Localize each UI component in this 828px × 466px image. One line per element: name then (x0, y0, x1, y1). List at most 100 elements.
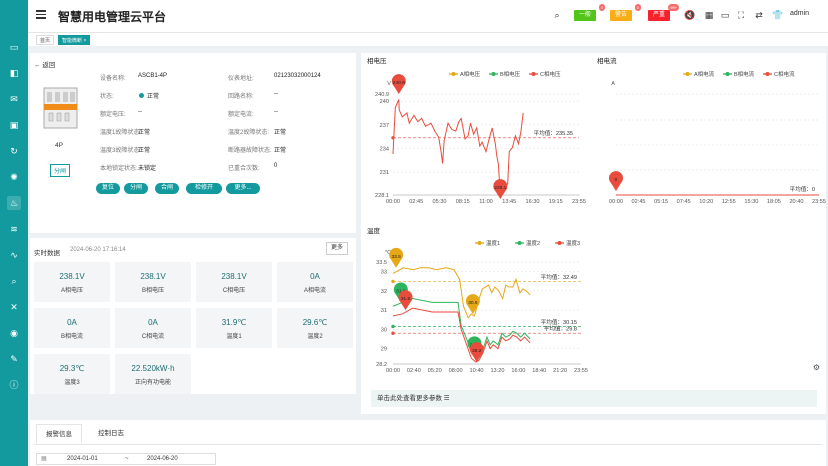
screen-icon[interactable]: ▭ (720, 10, 730, 20)
x-tick-label: 12:55 (722, 199, 736, 205)
tab-control-log[interactable]: 控制日志 (98, 430, 124, 437)
x-tick-label: 19:15 (549, 199, 563, 205)
field-value: ASCB1-4P (138, 73, 168, 79)
field-label: 本地锁定状态: (100, 166, 138, 172)
metric-name: C相电压 (222, 288, 246, 294)
y-tick-label: 237 (380, 123, 389, 129)
field-value: 02123032000124 (274, 73, 321, 79)
field-label: 已重合次数: (228, 166, 260, 172)
user-name[interactable]: admin (790, 10, 810, 17)
metric-name: A相电流 (303, 288, 326, 294)
field-value: -- (274, 91, 278, 97)
x-tick-label: 15:30 (744, 199, 758, 205)
legend-marker (685, 72, 690, 76)
wave-icon[interactable]: ∿ (10, 250, 18, 260)
more-button[interactable]: 更多 (326, 242, 349, 255)
search-icon[interactable]: ⌕ (554, 10, 560, 20)
svg-text:240.9: 240.9 (393, 80, 405, 86)
y-tick-label: 30 (381, 327, 387, 333)
y-tick-label: 33.5 (376, 260, 387, 266)
tab-home[interactable]: 首页 (36, 35, 55, 45)
y-tick-label: 31 (381, 308, 387, 314)
legend-label: B相电压 (500, 70, 521, 78)
avg-label: 平均值：29.8 (544, 325, 577, 333)
fullscreen-icon[interactable]: ⛶ (737, 10, 745, 20)
search-icon[interactable]: ⌕ (11, 276, 17, 286)
x-tick-label: 02:40 (407, 368, 421, 374)
y-unit: A (611, 81, 615, 87)
fire-icon[interactable]: ♨ (7, 196, 21, 210)
date-end[interactable]: 2024-06-20 (147, 456, 178, 462)
x-tick-label: 00:00 (386, 199, 400, 205)
avg-label: 平均值：32.49 (541, 273, 577, 281)
metric-card: 29.3℃ 温度3 (34, 354, 110, 394)
back-link[interactable]: ← 返回 (34, 62, 56, 69)
metric-name: A相电压 (60, 288, 83, 294)
shirt-icon[interactable]: 👕 (772, 10, 784, 20)
bulb-icon[interactable]: ✺ (10, 172, 18, 182)
x-tick-label: 05:15 (654, 199, 668, 205)
device-action-button[interactable]: 检修开 (186, 183, 222, 194)
device-action-button[interactable]: 合闸 (155, 183, 179, 194)
tab-smart-breaker[interactable]: 智能微断 × (58, 35, 91, 45)
x-tick-label: 07:45 (677, 199, 691, 205)
mute-icon[interactable]: 🔇 (684, 10, 696, 20)
x-tick-label: 10:20 (699, 199, 713, 205)
device-action-button[interactable]: 更多... (226, 183, 260, 194)
qrcode-icon[interactable]: ▦ (704, 10, 714, 20)
alert-severe-badge[interactable]: 严重 99+ (648, 4, 680, 21)
field-value: -- (274, 109, 278, 115)
device-action-button[interactable]: 复位 (96, 183, 120, 194)
screen-icon[interactable]: ▣ (9, 120, 19, 130)
x-tick-label: 23:55 (812, 199, 826, 205)
alarm-icon[interactable]: ✉ (10, 94, 18, 104)
x-tick-label: 13:45 (502, 199, 516, 205)
monitor-icon[interactable]: ▭ (9, 42, 19, 52)
alert-general-badge[interactable]: 一般 0 (574, 4, 606, 21)
location-icon[interactable]: ◉ (10, 328, 18, 338)
field-value: 正常 (274, 130, 287, 136)
y-tick-label: 240 (380, 99, 389, 105)
field-label: 断路器故障状态: (228, 148, 272, 154)
legend-label: C相电压 (540, 70, 561, 78)
report-icon[interactable]: ✎ (10, 354, 18, 364)
refresh-icon[interactable]: ↻ (10, 146, 18, 156)
y-tick-label: 33 (381, 270, 387, 276)
tools-icon[interactable]: ✕ (10, 302, 18, 312)
status-dot (139, 92, 144, 98)
current-chart: 相电流 A相电流 B相电流 C相电流 A 00:00 02:45 05:15 07:45 10:2… (597, 56, 826, 205)
svg-text:228.1: 228.1 (494, 185, 506, 191)
date-start[interactable]: 2024-01-01 (67, 456, 98, 462)
info-icon[interactable]: ⓘ (9, 380, 19, 390)
language-icon[interactable]: ⇄ (755, 10, 763, 20)
charts-card: 相电压 A相电压 B相电压 C相电压 V 240.9 240 237 234 231 228.1 00… (361, 53, 826, 414)
x-tick-label: 08:15 (456, 199, 470, 205)
legend-marker (477, 241, 482, 245)
data-pin: 228.1 (493, 179, 508, 199)
legend-marker (531, 72, 536, 76)
avg-label: 平均值：235.35 (534, 129, 573, 137)
metric-card: 0A A相电流 (277, 262, 353, 302)
data-pin: 30.6 (465, 294, 480, 314)
field-label: 设备名称: (100, 76, 126, 82)
menu-toggle-icon[interactable] (36, 10, 46, 20)
metric-card: 29.6℃ 温度2 (277, 308, 353, 348)
alert-warning-badge[interactable]: 警告 0 (610, 4, 642, 21)
legend-label: C相电流 (774, 70, 795, 78)
field-label: 温度2故障状态: (228, 130, 270, 136)
realtime-data-card: 实时数据 2024-06-20 17:16:14 更多 238.1V A相电压 23… (30, 238, 356, 394)
tab-alarm-info[interactable]: 报警信息 (36, 424, 82, 444)
x-tick-label: 21:20 (553, 368, 567, 374)
legend-label: 温度2 (526, 239, 540, 247)
date-range-picker[interactable]: ▦ 2024-01-01 ~ 2024-06-20 (36, 453, 216, 465)
device-action-button[interactable]: 分闸 (124, 183, 148, 194)
alert-count: 0 (634, 4, 642, 11)
more-params-bar[interactable]: 单击此处查看更多参数 ☰ (371, 390, 817, 407)
settings-slider-icon[interactable]: ⚙ (812, 363, 820, 372)
metric-card: 238.1V B相电压 (115, 262, 191, 302)
calendar-icon: ▦ (41, 456, 47, 462)
voltage-line (392, 99, 524, 190)
layers-icon[interactable]: ≋ (10, 224, 18, 234)
dashboard-icon[interactable]: ◧ (9, 68, 19, 78)
